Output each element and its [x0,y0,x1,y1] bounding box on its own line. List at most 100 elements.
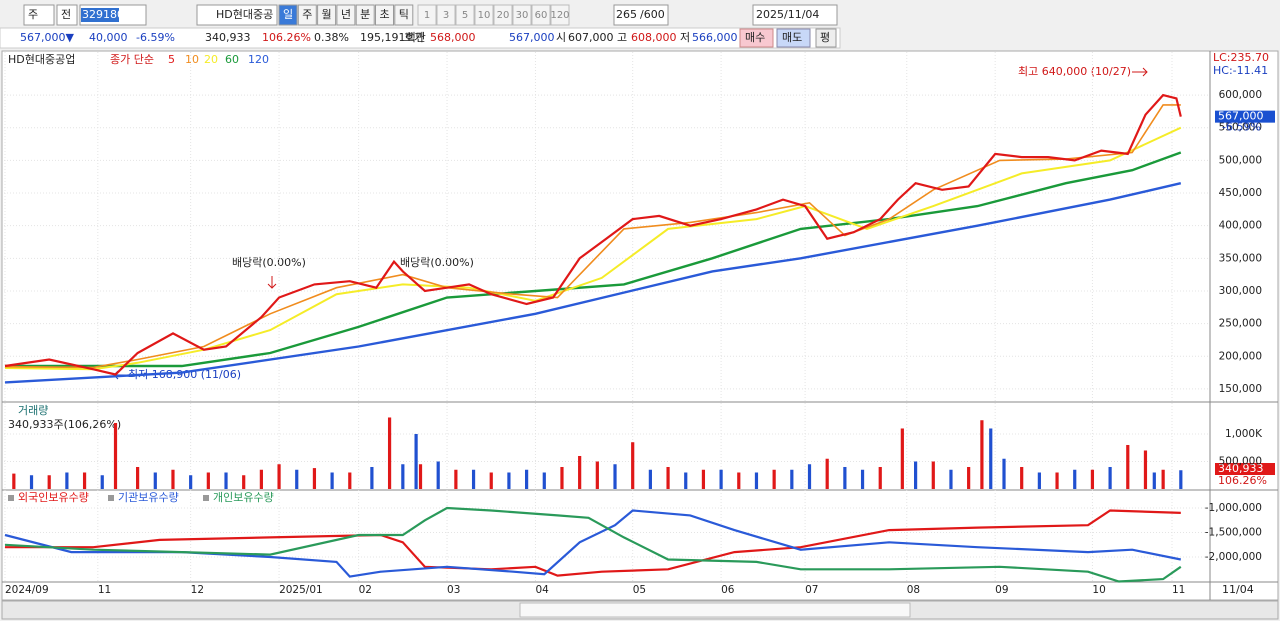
y-tick-label: 450,000 [1219,187,1262,199]
volume-bar [242,475,246,489]
volume-bar [790,469,794,489]
volume-bar [631,442,635,489]
interval-button[interactable] [531,4,551,26]
volume-bar [1090,469,1095,489]
y-tick-label: -1,500,000 [1205,527,1262,539]
interval-button[interactable] [455,4,475,26]
info-bar: 567,000▼ 40,000 -6.59% 340,933 106.26% 0… [0,27,841,49]
change-pct: -6.59% [136,31,175,44]
lc: LC:235.70 [1213,51,1269,64]
sell-button[interactable] [776,28,811,48]
volume-bar [666,466,670,489]
volume-bar [489,472,493,489]
volume-bar [136,466,140,489]
avg-button[interactable] [815,28,837,48]
x-tick-label: 03 [447,584,460,596]
volume-bar [189,475,193,489]
name-box [196,4,278,26]
volume-bar [330,472,334,489]
volume-bar [1143,450,1148,489]
period: 틱 [399,8,409,21]
ma-name: 10 [185,53,199,66]
series-line [5,509,1181,577]
count: 265 [616,8,637,21]
period-button[interactable] [297,4,317,26]
interval-button[interactable] [512,4,532,26]
interval: 60 [535,10,548,21]
x-tick-label: 11 [1172,584,1185,596]
volume-bar [436,461,440,489]
volume-tag [1215,463,1275,475]
volume-bar [418,464,423,489]
y-tick-label: -1,000,000 [1205,502,1262,514]
volume-title: 거래량 [18,404,48,417]
volume-bar [65,472,69,489]
count-input[interactable] [613,4,669,26]
legend-entry: 개인보유수량 [213,491,274,504]
scroll-thumb[interactable] [519,602,911,618]
volume-bar [29,475,34,489]
interval-button[interactable] [474,4,494,26]
legend-swatch [8,495,14,501]
volume-bar [595,461,599,489]
y-tick-label: -2,000,000 [1205,551,1262,563]
volume-bar [1161,469,1165,489]
volume-bar [387,417,392,489]
open-label: 시 [556,31,566,44]
volume-bar [989,428,993,489]
interval-button[interactable] [417,4,437,26]
prev-button[interactable] [56,4,78,26]
low-label: 저 [680,31,690,44]
volume-bar [843,466,847,489]
volume-bar [153,472,157,489]
interval: 10 [478,10,491,21]
period-button[interactable] [375,4,394,26]
volume-bar [1108,466,1112,489]
open: 607,000 [568,31,614,44]
volume-bar [295,469,299,489]
x-tick-label: 06 [721,584,735,596]
period-button[interactable] [336,4,356,26]
low: 566,000 [692,31,738,44]
y-tick-label: 150,000 [1219,383,1262,395]
period-button[interactable] [317,4,337,26]
volume-tag-pct: 106.26% [1218,474,1267,487]
volume-bar [1037,472,1041,489]
volume-bar [1073,469,1077,489]
series-line [4,182,1182,384]
avg: 평 [820,31,830,44]
volume-bar [825,458,829,489]
volume-bar [277,464,281,489]
series-line [4,509,1182,578]
volume-bar [542,472,546,489]
interval: 5 [462,10,468,21]
x-tick-label: 05 [633,584,646,596]
volume-bar [113,422,118,489]
period-button[interactable] [278,4,298,26]
date-input[interactable] [752,4,838,26]
series-line [4,506,1182,583]
period: 분 [360,8,370,21]
legend-entry: 외국인보유수량 [18,491,89,504]
ask: 568,000 [430,31,476,44]
series-line [4,104,1181,369]
period-button[interactable] [394,4,414,26]
period: 년 [341,8,351,21]
legend-entry: 기관보유수량 [118,491,179,504]
volume-bar [224,472,228,489]
prev: 전 [61,8,71,21]
y-tick-label: 500,000 [1219,154,1262,166]
volume-bar [312,468,317,489]
x-tick-label: 12 [191,584,204,596]
x-tick-label: 08 [907,584,920,596]
market-select[interactable] [23,4,55,26]
buy-button[interactable] [739,28,774,48]
interval-button[interactable] [550,4,570,26]
volume-bar [613,464,617,489]
volume-bar [754,472,759,489]
period-button[interactable] [355,4,375,26]
interval-button[interactable] [436,4,456,26]
hc: HC:-11.41 [1213,64,1268,77]
y-tick-label: 400,000 [1219,220,1262,232]
interval-button[interactable] [493,4,513,26]
